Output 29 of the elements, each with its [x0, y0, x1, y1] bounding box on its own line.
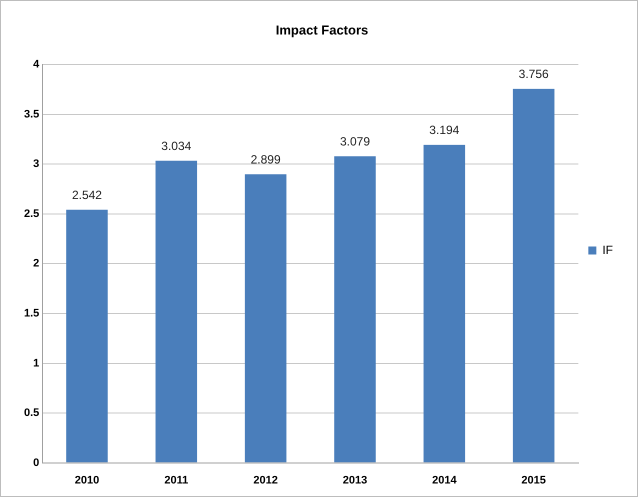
legend-label: IF	[602, 242, 614, 257]
x-tick-label: 2014	[432, 474, 458, 486]
chart-title: Impact Factors	[276, 22, 368, 38]
y-tick-label: 2	[33, 258, 40, 270]
bar	[334, 156, 376, 462]
x-tick-label: 2010	[74, 474, 100, 486]
y-tick-label: 2.5	[24, 208, 40, 220]
y-tick-label: 0.5	[24, 407, 40, 420]
y-tick-label: 1	[33, 357, 40, 370]
data-label: 3.194	[429, 123, 460, 138]
data-label: 3.034	[161, 139, 192, 154]
bar	[512, 88, 554, 462]
data-label: 2.899	[250, 152, 281, 167]
y-tick-label: 3.5	[24, 108, 40, 120]
x-tick-label: 2015	[521, 474, 546, 486]
x-tick-label: 2013	[342, 474, 368, 486]
data-label: 3.079	[340, 134, 370, 149]
x-tick-label: 2012	[253, 474, 278, 486]
bar	[66, 210, 108, 462]
y-tick-label: 0	[33, 456, 40, 469]
data-label: 3.756	[518, 67, 550, 82]
data-label: 2.542	[72, 188, 102, 202]
x-tick-label: 2011	[164, 474, 188, 486]
bar	[156, 160, 198, 462]
bar	[244, 174, 286, 462]
y-tick-label: 4	[33, 58, 40, 71]
y-tick-label: 3	[33, 158, 40, 170]
bar	[424, 144, 466, 462]
y-tick-label: 1.5	[24, 308, 40, 320]
